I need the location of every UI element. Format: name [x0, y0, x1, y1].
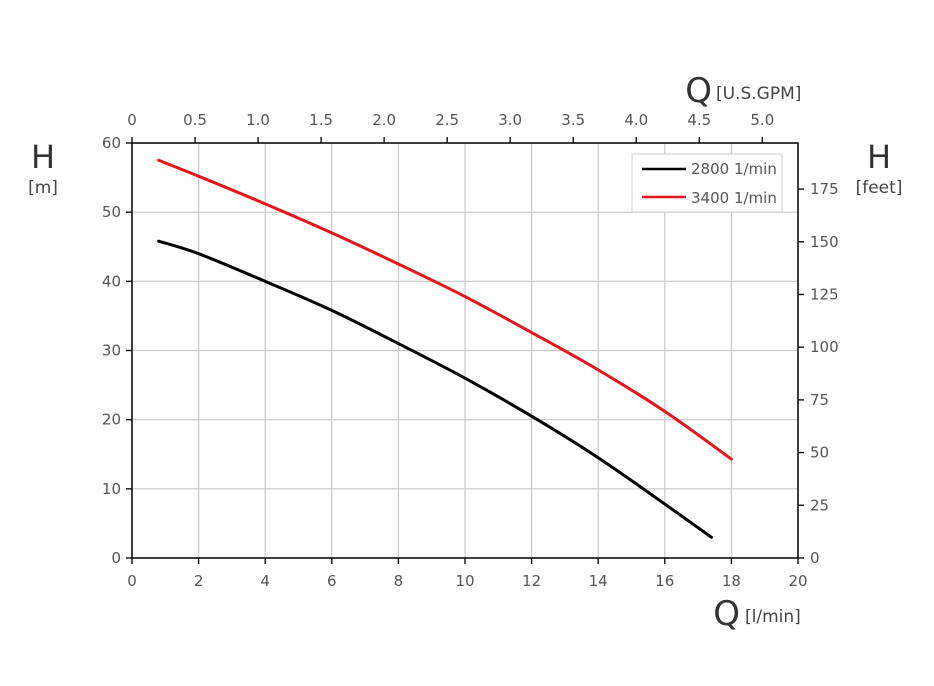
- x-bottom-tick-label: 6: [327, 572, 337, 590]
- y-right-tick-label: 50: [810, 444, 829, 462]
- x-bottom-tick-label: 18: [722, 572, 741, 590]
- legend-label-3400: 3400 1/min: [691, 189, 777, 207]
- legend: 2800 1/min 3400 1/min: [631, 153, 783, 213]
- y-left-tick-label: 60: [102, 134, 121, 152]
- x-bottom-tick-label: 16: [655, 572, 674, 590]
- x-top-tick-label: 2.5: [435, 111, 459, 129]
- x-top-tick-label: 1.5: [309, 111, 333, 129]
- x-bottom-tick-label: 8: [394, 572, 404, 590]
- y-left-tick-label: 50: [102, 203, 121, 221]
- y-left-symbol: H: [31, 138, 55, 176]
- x-bottom-tick-label: 2: [194, 572, 204, 590]
- y-right-symbol: H: [867, 138, 891, 176]
- x-bottom-tick-label: 14: [589, 572, 608, 590]
- y-left-tick-label: 10: [102, 480, 121, 498]
- x-top-tick-label: 0: [127, 111, 137, 129]
- x-bottom-tick-label: 4: [260, 572, 270, 590]
- y-left-unit: [m]: [28, 178, 58, 198]
- y-right-tick-label: 125: [810, 285, 839, 303]
- legend-label-2800: 2800 1/min: [691, 160, 777, 178]
- y-right-tick-label: 175: [810, 180, 839, 198]
- x-top-tick-label: 2.0: [372, 111, 396, 129]
- x-top-tick-label: 4.5: [687, 111, 711, 129]
- x-bottom-tick-label: 10: [455, 572, 474, 590]
- x-top-tick-label: 4.0: [624, 111, 648, 129]
- y-right-unit: [feet]: [856, 178, 903, 198]
- x-bottom-tick-label: 20: [788, 572, 807, 590]
- y-right-tick-label: 75: [810, 391, 829, 409]
- y-left-tick-label: 40: [102, 272, 121, 290]
- series-line-2800: [157, 239, 713, 539]
- x-top-unit: [U.S.GPM]: [716, 84, 801, 104]
- series-line-3400: [157, 158, 733, 461]
- x-top-tick-label: 3.5: [561, 111, 585, 129]
- x-top-tick-label: 5.0: [750, 111, 774, 129]
- x-top-tick-label: 0.5: [183, 111, 207, 129]
- x-bottom-tick-label: 12: [522, 572, 541, 590]
- x-top-tick-label: 1.0: [246, 111, 270, 129]
- y-right-tick-label: 150: [810, 233, 839, 251]
- y-right-tick-label: 100: [810, 338, 839, 356]
- y-right-tick-label: 0: [810, 549, 820, 567]
- x-bottom-unit: [l/min]: [745, 607, 801, 627]
- y-left-tick-label: 20: [102, 411, 121, 429]
- y-left-tick-label: 30: [102, 342, 121, 360]
- y-left-tick-label: 0: [111, 549, 121, 567]
- x-bottom-tick-label: 0: [127, 572, 137, 590]
- ticks-layer: 0 2 4 6 8 10 12 14 16 18 200 0.5 1.0 1.5 2.0 2.5 3.0 3.5 4…: [102, 111, 839, 590]
- series-layer: [157, 158, 733, 539]
- x-top-tick-label: 3.0: [498, 111, 522, 129]
- legend-box: [631, 153, 783, 213]
- y-right-tick-label: 25: [810, 496, 829, 514]
- x-bottom-symbol: Q: [713, 594, 740, 634]
- x-top-symbol: Q: [685, 71, 712, 111]
